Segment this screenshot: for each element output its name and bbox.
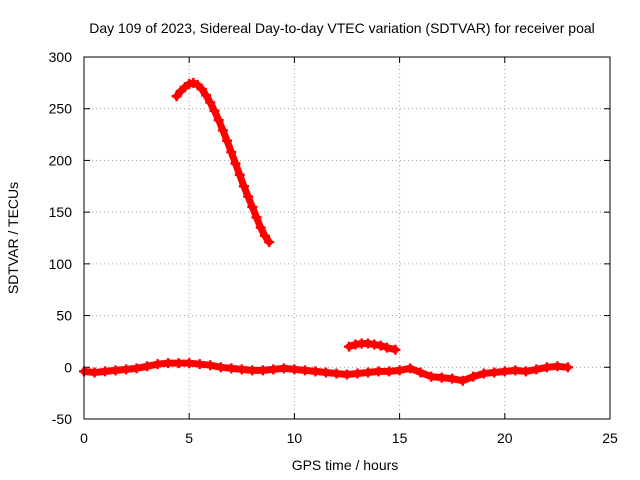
data-point (247, 201, 258, 212)
data-point (373, 366, 384, 377)
y-tick-label: 0 (64, 359, 72, 375)
data-point (213, 115, 224, 126)
y-tick-label: 200 (49, 152, 73, 168)
data-point (205, 360, 216, 371)
data-point (259, 230, 270, 241)
data-point (152, 359, 163, 370)
data-point (405, 363, 416, 374)
data-point (384, 366, 395, 377)
y-tick-label: -50 (52, 411, 72, 427)
data-point (209, 105, 220, 116)
series-high-arc (171, 77, 275, 248)
data-point (163, 358, 174, 369)
series-mid-arc (344, 338, 401, 355)
data-point (110, 365, 121, 376)
series-baseline (79, 358, 573, 386)
data-point (243, 191, 254, 202)
y-tick-label: 100 (49, 256, 73, 272)
data-point (289, 364, 300, 375)
data-point (520, 366, 531, 377)
data-point (238, 181, 249, 192)
data-point (531, 364, 542, 375)
data-point (390, 344, 401, 355)
series-layer (79, 77, 573, 386)
x-tick-label: 15 (392, 430, 408, 446)
data-point (226, 363, 237, 374)
data-point (194, 359, 205, 370)
data-point (205, 97, 216, 108)
x-tick-label: 5 (185, 430, 193, 446)
data-point (171, 91, 182, 102)
data-point (236, 364, 247, 375)
chart-title: Day 109 of 2023, Sidereal Day-to-day VTE… (89, 20, 595, 36)
data-point (541, 362, 552, 373)
y-tick-labels: -50 0 50 100 150 200 250 300 (49, 49, 73, 427)
data-point (247, 365, 258, 376)
data-point (436, 372, 447, 383)
y-tick-label: 50 (56, 308, 72, 324)
data-point (342, 369, 352, 380)
data-point (201, 90, 212, 101)
y-axis-label: SDTVAR / TECUs (5, 182, 21, 294)
data-point (468, 371, 479, 382)
data-point (222, 135, 233, 146)
data-point (320, 367, 331, 378)
data-point (264, 237, 275, 248)
data-point (394, 365, 405, 376)
data-point (344, 341, 355, 352)
data-point (234, 169, 245, 180)
x-tick-labels: 0 5 10 15 20 25 (80, 430, 618, 446)
data-point (257, 365, 268, 376)
data-point (215, 362, 226, 373)
x-tick-label: 25 (602, 430, 618, 446)
data-point (331, 368, 342, 379)
data-point (352, 368, 363, 379)
data-point (299, 365, 310, 376)
data-point (173, 358, 184, 369)
data-point (457, 375, 468, 386)
plot-frame (83, 56, 611, 420)
data-point (489, 367, 500, 378)
data-point (426, 371, 437, 382)
tick-layer (83, 56, 611, 420)
x-tick-label: 20 (497, 430, 513, 446)
y-tick-label: 300 (49, 49, 73, 65)
data-point (415, 367, 426, 378)
data-point (562, 362, 573, 373)
data-point (230, 158, 241, 169)
data-point (251, 212, 262, 223)
data-point (121, 364, 132, 375)
grid-layer (84, 57, 610, 419)
data-point (268, 364, 279, 375)
data-point (447, 373, 458, 384)
data-point (499, 366, 510, 377)
data-point (478, 368, 489, 379)
data-point (278, 363, 289, 374)
x-axis-label: GPS time / hours (292, 457, 399, 473)
data-point (100, 366, 111, 377)
data-point (255, 222, 266, 233)
data-point (184, 358, 195, 369)
data-point (363, 367, 374, 378)
x-tick-label: 10 (287, 430, 303, 446)
data-point (510, 365, 521, 376)
data-point (217, 125, 228, 136)
x-tick-label: 0 (80, 430, 88, 446)
data-point (381, 342, 392, 353)
data-point (131, 363, 142, 374)
data-point (552, 361, 563, 372)
data-point (142, 361, 153, 372)
data-point (89, 367, 100, 378)
data-point (375, 340, 386, 351)
y-tick-label: 250 (49, 101, 73, 117)
y-tick-label: 150 (49, 204, 73, 220)
data-point (310, 366, 321, 377)
data-point (196, 84, 207, 95)
data-point (226, 147, 237, 158)
